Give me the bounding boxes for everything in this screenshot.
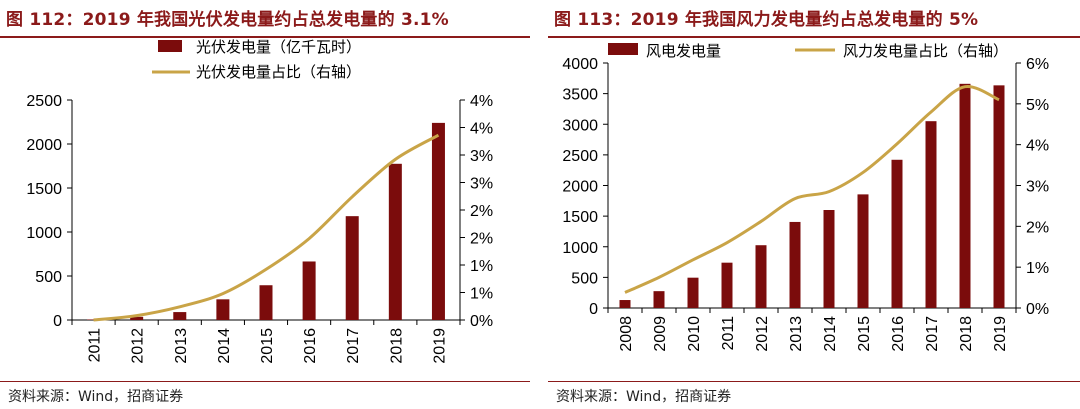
left-tick-label: 2500 bbox=[562, 148, 598, 165]
right-tick-label: 0% bbox=[1026, 301, 1049, 318]
x-tick-label: 2017 bbox=[345, 328, 362, 364]
x-tick-label: 2014 bbox=[216, 328, 233, 364]
title-rule bbox=[0, 36, 530, 38]
left-tick-label: 500 bbox=[571, 270, 598, 287]
source-rule bbox=[548, 381, 1080, 382]
left-tick-label: 2000 bbox=[562, 179, 598, 196]
solar-chart-panel: 图 112：2019 年我国光伏发电量约占总发电量的 3.1% 0 500 1000… bbox=[0, 0, 530, 409]
x-tick-label: 2012 bbox=[754, 316, 771, 352]
title-rule bbox=[548, 36, 1080, 38]
bar-2008 bbox=[619, 300, 631, 308]
left-tick-label: 0 bbox=[589, 301, 598, 318]
wind-chart-panel: 图 113：2019 年我国风力发电量约占总发电量的 5% 0 500 1000 15… bbox=[548, 0, 1080, 409]
left-tick-label: 1000 bbox=[562, 240, 598, 257]
x-tick-label: 2014 bbox=[822, 316, 839, 352]
bar-2012 bbox=[130, 316, 144, 320]
left-tick-label: 2000 bbox=[26, 137, 62, 154]
share-line-series bbox=[624, 85, 1000, 294]
left-tick-label: 1000 bbox=[26, 225, 62, 242]
legend-bar-label: 光伏发电量（亿千瓦时） bbox=[196, 39, 361, 56]
x-tick-label: 2013 bbox=[788, 316, 805, 352]
right-tick-label: 1% bbox=[470, 286, 493, 303]
bar-2012 bbox=[755, 245, 767, 308]
x-tick-label: 2009 bbox=[652, 316, 669, 352]
right-tick-label: 1% bbox=[1026, 260, 1049, 277]
left-tick-label: 0 bbox=[53, 313, 62, 330]
x-tick-label: 2018 bbox=[388, 328, 405, 364]
bar-2017 bbox=[925, 121, 937, 308]
bar-2014 bbox=[216, 299, 230, 320]
right-tick-label: 0% bbox=[470, 313, 493, 330]
bar-2009 bbox=[653, 291, 665, 308]
right-tick-label: 6% bbox=[1026, 56, 1049, 73]
x-tick-label: 2012 bbox=[130, 328, 147, 364]
bar-2018 bbox=[388, 163, 402, 320]
x-tick-label: 2011 bbox=[87, 328, 104, 363]
bar-2019 bbox=[993, 85, 1005, 308]
legend-bar-swatch bbox=[158, 40, 182, 52]
solar-chart-title: 图 112：2019 年我国光伏发电量约占总发电量的 3.1% bbox=[6, 10, 449, 30]
x-tick-label: 2015 bbox=[856, 316, 873, 352]
right-tick-label: 3% bbox=[470, 176, 493, 193]
bar-2013 bbox=[789, 221, 801, 308]
right-tick-label: 4% bbox=[470, 121, 493, 138]
x-tick-label: 2016 bbox=[890, 316, 907, 352]
right-tick-label: 3% bbox=[1026, 179, 1049, 196]
right-tick-label: 4% bbox=[1026, 138, 1049, 155]
x-tick-label: 2018 bbox=[958, 316, 975, 352]
legend-line-label: 光伏发电量占比（右轴） bbox=[196, 64, 361, 81]
x-tick-label: 2017 bbox=[924, 316, 941, 352]
x-tick-label: 2011 bbox=[720, 316, 737, 351]
solar-chart: 0 500 1000 1500 2000 2500 0% 1% 1% 2% 2% 3% 3% 4% 4% 20… bbox=[26, 39, 493, 364]
right-tick-label: 4% bbox=[470, 93, 493, 110]
bar-2013 bbox=[173, 312, 187, 320]
left-tick-label: 1500 bbox=[26, 181, 62, 198]
bar-2014 bbox=[823, 210, 835, 308]
legend-bar-label: 风电发电量 bbox=[646, 43, 721, 60]
legend-line-label: 风力发电量占比（右轴） bbox=[843, 43, 1008, 60]
x-tick-label: 2019 bbox=[431, 328, 448, 364]
bar-2016 bbox=[302, 261, 316, 320]
x-tick-label: 2019 bbox=[992, 316, 1009, 352]
bar-2010 bbox=[687, 277, 699, 308]
x-tick-label: 2015 bbox=[259, 328, 276, 364]
bar-2015 bbox=[857, 194, 869, 308]
solar-chart-source: 资料来源：Wind，招商证券 bbox=[8, 389, 184, 405]
bar-2011 bbox=[721, 262, 733, 308]
bar-2018 bbox=[959, 83, 971, 308]
left-tick-label: 3000 bbox=[562, 117, 598, 134]
right-tick-label: 2% bbox=[1026, 219, 1049, 236]
x-tick-label: 2016 bbox=[302, 328, 319, 364]
right-tick-label: 1% bbox=[470, 258, 493, 275]
x-tick-label: 2008 bbox=[618, 316, 635, 352]
left-tick-label: 500 bbox=[35, 269, 62, 286]
x-tick-label: 2013 bbox=[173, 328, 190, 364]
x-tick-label: 2010 bbox=[686, 316, 703, 352]
legend-bar-swatch bbox=[608, 43, 638, 55]
bar-2019 bbox=[431, 122, 445, 320]
bar-2016 bbox=[891, 159, 903, 308]
right-tick-label: 5% bbox=[1026, 97, 1049, 114]
left-tick-label: 3500 bbox=[562, 87, 598, 104]
wind-chart-source: 资料来源：Wind，招商证券 bbox=[556, 389, 732, 405]
left-tick-label: 1500 bbox=[562, 209, 598, 226]
left-tick-label: 4000 bbox=[562, 56, 598, 73]
bar-2017 bbox=[345, 216, 359, 320]
right-tick-label: 3% bbox=[470, 148, 493, 165]
bar-2015 bbox=[259, 285, 273, 320]
wind-chart-title: 图 113：2019 年我国风力发电量约占总发电量的 5% bbox=[554, 10, 979, 30]
source-rule bbox=[0, 381, 530, 382]
wind-chart: 0 500 1000 1500 2000 2500 3000 3500 4000 0% 1% 2% 3%… bbox=[562, 43, 1049, 352]
left-tick-label: 2500 bbox=[26, 93, 62, 110]
right-tick-label: 2% bbox=[470, 203, 493, 220]
right-tick-label: 2% bbox=[470, 231, 493, 248]
